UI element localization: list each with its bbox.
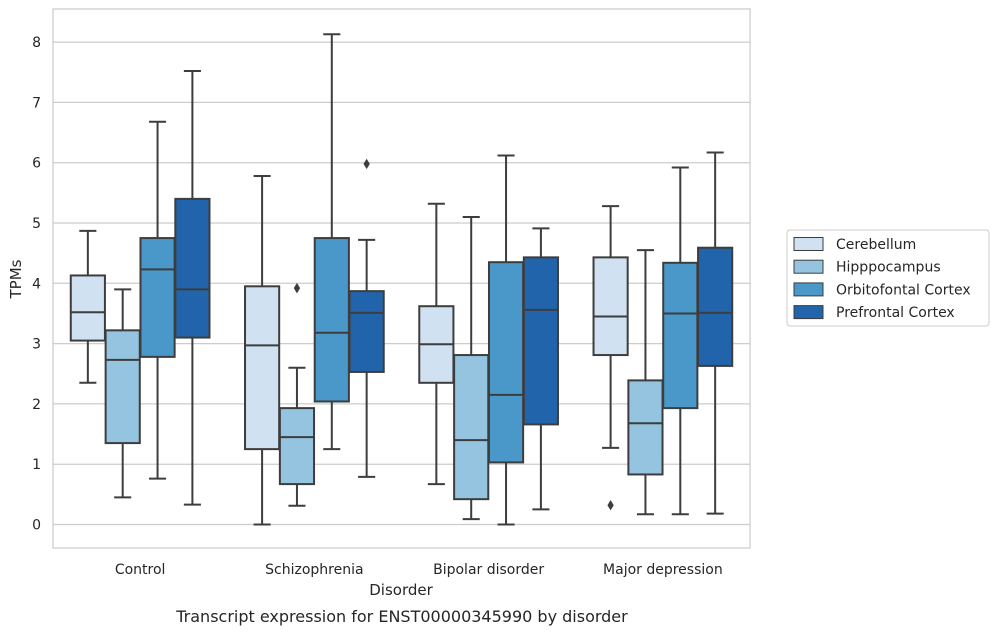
legend-frame — [786, 229, 990, 327]
box-prefrontal-cortex — [697, 151, 734, 515]
chart-caption: Transcript expression for ENST0000034599… — [175, 607, 628, 626]
box-orbitofontal-cortex — [662, 166, 699, 516]
y-tick-labels: 0 1 2 3 4 5 6 7 8 — [32, 35, 41, 533]
plot-frame — [52, 8, 751, 549]
y-tick-label: 0 — [32, 518, 41, 534]
box-iqr — [592, 256, 629, 357]
box-iqr — [313, 237, 350, 403]
x-axis-label: Disorder — [369, 581, 433, 599]
legend-swatch — [793, 305, 824, 320]
box-orbitofontal-cortex — [139, 120, 176, 480]
box-iqr — [278, 407, 316, 486]
box-iqr — [104, 329, 141, 445]
legend-swatch — [793, 259, 824, 274]
x-tick-label: Control — [115, 562, 166, 578]
box-iqr — [662, 261, 699, 410]
box-iqr — [174, 197, 211, 339]
box-plots — [69, 33, 734, 526]
outlier-point — [293, 282, 301, 294]
outlier-point — [607, 500, 614, 511]
x-tick-label: Schizophrenia — [265, 562, 363, 578]
box-cerebellum — [418, 202, 455, 486]
box-iqr — [348, 290, 385, 373]
box-iqr — [244, 285, 281, 451]
outlier-point — [363, 158, 370, 170]
box-iqr — [697, 246, 734, 367]
legend: Cerebellum Hipppocampus Orbitofontal Corte… — [786, 229, 990, 327]
y-tick-label: 7 — [32, 95, 41, 111]
x-tick-labels: Control Schizophrenia Bipolar disorder Majo… — [115, 562, 723, 578]
box-orbitofontal-cortex — [487, 154, 525, 526]
legend-swatch — [793, 282, 824, 297]
box-iqr — [69, 274, 106, 342]
y-tick-label: 2 — [32, 397, 41, 413]
box-cerebellum — [592, 205, 629, 511]
box-iqr — [627, 379, 664, 476]
box-iqr — [453, 354, 490, 501]
legend-label: Orbitofontal Cortex — [836, 282, 971, 298]
box-cerebellum — [244, 174, 281, 526]
box-prefrontal-cortex — [174, 70, 211, 506]
y-tick-label: 4 — [32, 276, 41, 292]
box-cerebellum — [69, 229, 106, 384]
y-tick-label: 6 — [32, 156, 41, 172]
y-tick-label: 1 — [32, 457, 41, 473]
y-axis-label: TPMs — [7, 259, 25, 299]
x-tick-label: Major depression — [603, 562, 723, 578]
y-tick-label: 5 — [32, 216, 41, 232]
box-hipppocampus — [627, 249, 664, 516]
box-iqr — [522, 256, 559, 426]
legend-swatch — [793, 237, 824, 251]
box-iqr — [139, 237, 176, 358]
box-prefrontal-cortex — [348, 158, 385, 478]
x-tick-label: Bipolar disorder — [433, 562, 544, 578]
y-tick-label: 8 — [32, 35, 41, 51]
box-hipppocampus — [278, 282, 316, 507]
legend-label: Prefrontal Cortex — [836, 305, 955, 321]
box-prefrontal-cortex — [522, 227, 559, 511]
box-hipppocampus — [453, 215, 490, 521]
y-tick-label: 3 — [32, 337, 41, 353]
box-orbitofontal-cortex — [313, 33, 350, 451]
legend-label: Hipppocampus — [836, 260, 941, 276]
box-hipppocampus — [104, 288, 141, 499]
legend-label: Cerebellum — [836, 237, 916, 253]
box-iqr — [487, 261, 525, 464]
